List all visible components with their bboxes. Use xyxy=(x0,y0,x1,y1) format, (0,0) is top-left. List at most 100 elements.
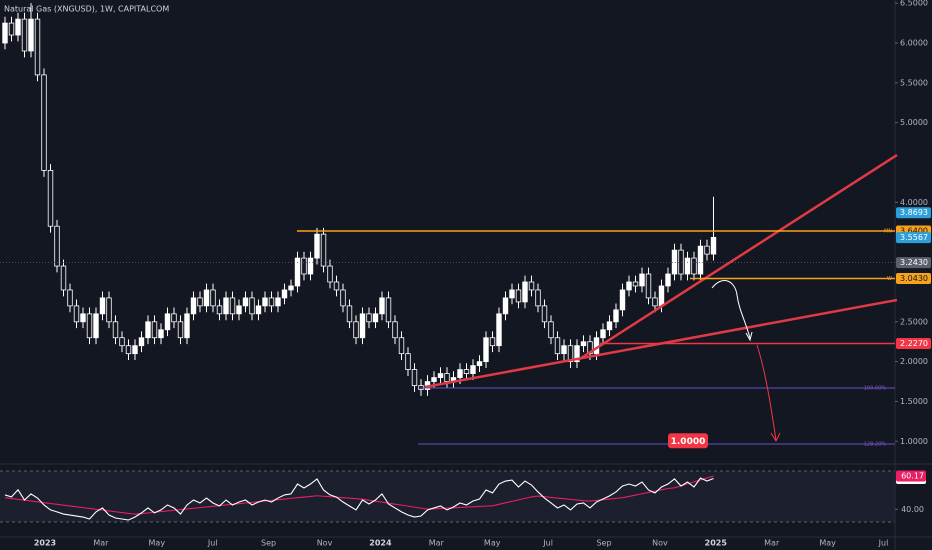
candle-body xyxy=(15,18,21,36)
x-tick-label: Sep xyxy=(261,539,276,548)
price-label: 3.2430 xyxy=(900,258,928,267)
fib-label: 100.00% xyxy=(864,386,886,392)
candle-body xyxy=(457,369,463,378)
candle-body xyxy=(697,245,704,275)
candle-body xyxy=(47,170,54,227)
trend-line xyxy=(577,153,898,362)
candle-body xyxy=(346,305,353,323)
candle-body xyxy=(125,345,132,355)
price-tag: W xyxy=(887,276,892,282)
price-label-box xyxy=(896,257,931,269)
candle-body xyxy=(145,321,151,339)
y-tick-label: 6.0000 xyxy=(900,39,928,48)
candle-body xyxy=(535,289,541,307)
candle-body xyxy=(639,273,645,287)
candle-body xyxy=(151,321,158,339)
candle-body xyxy=(392,321,398,339)
candle-body xyxy=(502,297,509,315)
candle-body xyxy=(496,313,502,347)
candle-body xyxy=(93,313,99,339)
rsi-band xyxy=(0,471,895,522)
y-tick-label: 1.5000 xyxy=(900,397,928,406)
target-box xyxy=(668,433,708,449)
candle-body xyxy=(678,249,684,275)
candle-body xyxy=(528,281,535,291)
candle-body xyxy=(190,297,197,315)
price-label-box xyxy=(896,338,931,350)
price-tag: MN xyxy=(884,229,892,235)
candle-body xyxy=(132,345,138,355)
candle-body xyxy=(294,257,301,287)
candle-body xyxy=(112,321,119,339)
candle-body xyxy=(684,257,691,275)
candle-body xyxy=(483,337,489,363)
candle-body xyxy=(60,265,67,291)
candle-body xyxy=(619,289,626,311)
candle-body xyxy=(171,313,177,323)
candle-body xyxy=(379,297,385,315)
fib-label: 128.20% xyxy=(864,442,886,448)
candle-body xyxy=(411,369,418,386)
candle-body xyxy=(242,297,249,307)
candle-body xyxy=(41,74,47,171)
candle-body xyxy=(86,313,93,339)
candle-body xyxy=(489,337,496,347)
candle-body xyxy=(522,281,528,303)
candle-body xyxy=(80,313,86,323)
price-label: 3.8693 xyxy=(900,208,928,217)
price-label-box xyxy=(896,273,931,285)
rsi-value-label: 60.17 xyxy=(901,471,924,480)
candle-body xyxy=(229,297,236,315)
candle-body xyxy=(301,257,307,275)
candle-body xyxy=(561,345,567,355)
y-tick-label: 2.5000 xyxy=(900,317,928,326)
x-tick-label: Jul xyxy=(878,539,889,548)
candle-body xyxy=(509,289,515,299)
candle-body xyxy=(444,373,450,382)
candle-body xyxy=(327,265,333,283)
candle-body xyxy=(704,245,710,255)
candle-body xyxy=(54,225,60,267)
candle-body xyxy=(320,233,327,267)
candle-body xyxy=(613,309,619,323)
candle-body xyxy=(288,285,294,291)
x-tick-label: Jul xyxy=(542,539,553,548)
y-tick-label: 2.0000 xyxy=(900,357,928,366)
rsi-ma-line xyxy=(4,475,714,515)
x-tick-label: Mar xyxy=(429,539,445,548)
candle-body xyxy=(476,361,483,367)
candle-body xyxy=(158,329,164,339)
x-tick-label: Nov xyxy=(652,539,668,548)
x-tick-label: Sep xyxy=(596,539,611,548)
candle-body xyxy=(548,321,554,339)
x-tick-label: Jul xyxy=(207,539,218,548)
candle-body xyxy=(515,289,522,303)
candle-body xyxy=(73,305,80,323)
candle-body xyxy=(307,257,314,275)
candle-body xyxy=(359,313,366,339)
candle-body xyxy=(28,18,34,52)
candle-body xyxy=(184,313,190,339)
x-tick-label: May xyxy=(819,539,836,548)
price-label: 3.6400 xyxy=(900,227,928,236)
candle-body xyxy=(67,289,73,307)
candle-body xyxy=(21,18,28,52)
chart-title: Natural Gas (XNGUSD), 1W, CAPITALCOM xyxy=(4,5,169,14)
projection-arrow xyxy=(756,344,777,441)
y-tick-label: 5.0000 xyxy=(900,118,928,127)
candle-body xyxy=(632,281,639,287)
candle-body xyxy=(606,321,613,331)
y-tick-label: 1.0000 xyxy=(900,437,928,446)
candle-body xyxy=(437,373,444,378)
x-tick-label: Mar xyxy=(93,539,109,548)
price-label-box xyxy=(896,207,931,219)
candle-body xyxy=(567,345,574,363)
candle-body xyxy=(210,289,216,307)
candle-body xyxy=(164,313,171,331)
candle-body xyxy=(275,297,281,307)
candle-body xyxy=(398,337,405,355)
candle-body xyxy=(652,297,658,307)
candle-body xyxy=(177,321,184,339)
candle-body xyxy=(574,345,580,363)
